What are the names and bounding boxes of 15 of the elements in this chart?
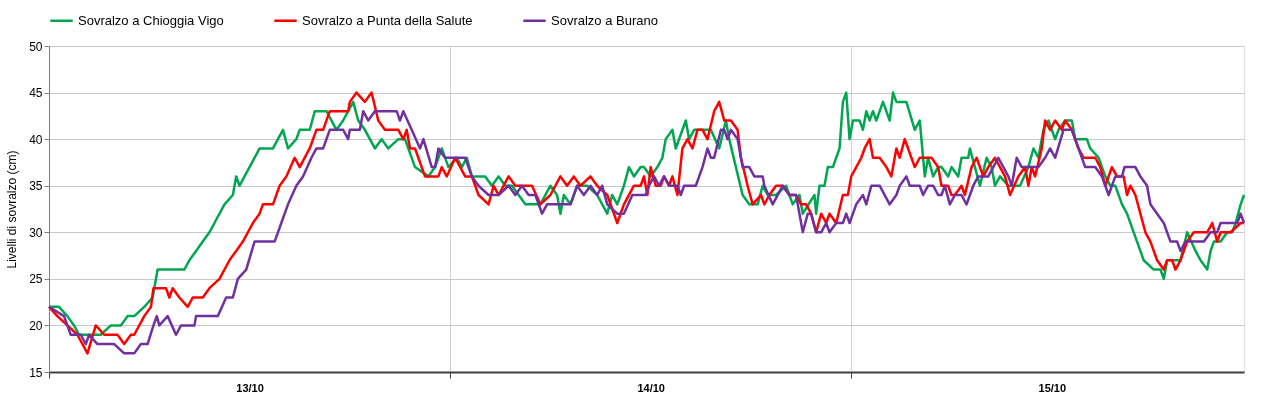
y-tick-label: 45 [29,86,43,101]
legend-label: Sovralzo a Punta della Salute [302,12,473,28]
y-tick-label: 40 [29,132,43,147]
y-axis-title: Livelli di sovralzo (cm) [5,150,20,269]
legend-label: Sovralzo a Burano [551,12,658,28]
legend-label: Sovralzo a Chioggia Vigo [78,12,224,28]
y-tick-label: 30 [29,225,43,240]
y-tick-label: 50 [29,39,43,54]
x-tick-label: 15/10 [1038,381,1067,394]
y-tick-label: 15 [29,365,43,380]
x-tick-label: 13/10 [236,381,264,394]
x-tick-label: 14/10 [637,381,665,394]
y-tick-label: 20 [29,318,43,333]
y-tick-label: 25 [29,272,43,287]
y-tick-label: 35 [29,179,43,194]
